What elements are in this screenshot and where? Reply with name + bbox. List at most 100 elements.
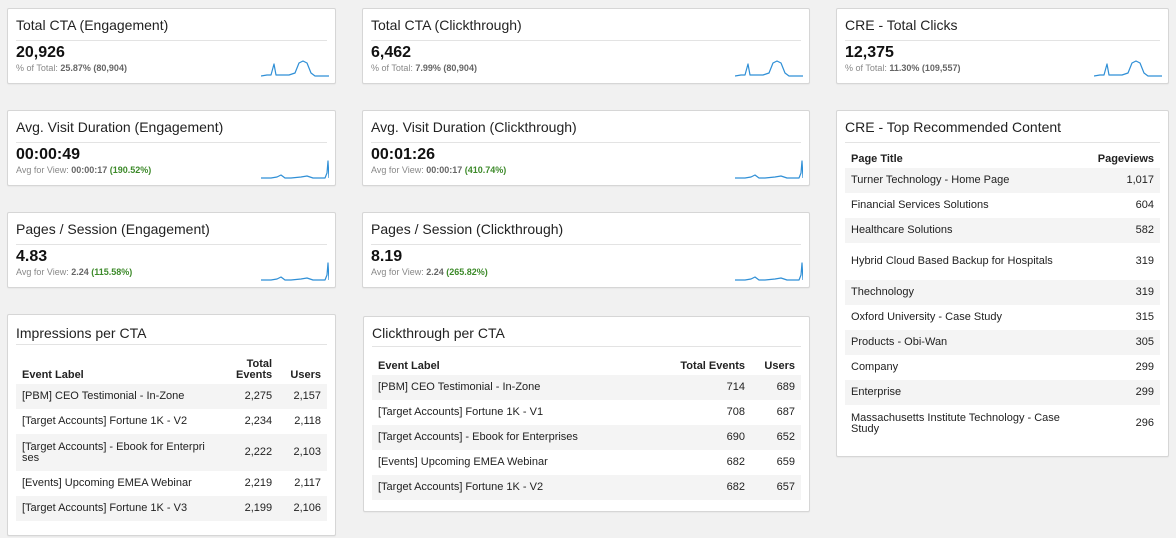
cell-users: 657 (751, 475, 801, 500)
scorecard-avg-visit-duration-engagement: Avg. Visit Duration (Engagement) 00:00:4… (7, 110, 336, 186)
table-row: [Events] Upcoming EMEA Webinar 682 659 (372, 450, 801, 475)
clickthrough-table: Event Label Total Events Users [PBM] CEO… (372, 357, 801, 500)
sparkline-chart (261, 60, 329, 77)
scorecard-subtext: % of Total: 11.30% (109,557) (845, 63, 961, 73)
cell-users: 2,103 (278, 434, 327, 471)
scorecard-total-cta-engagement: Total CTA (Engagement) 20,926 % of Total… (7, 8, 336, 84)
top-content-table: Page Title Pageviews Turner Technology -… (845, 152, 1160, 442)
divider (16, 344, 327, 345)
cell-users: 2,157 (278, 384, 327, 409)
cell-total-events: 714 (651, 375, 751, 400)
cell-page-title: Enterprise (845, 380, 1074, 405)
table-row: [Target Accounts] Fortune 1K - V3 2,199 … (16, 496, 327, 521)
column-header-total-events[interactable]: Total Events (680, 360, 745, 372)
cell-users: 2,118 (294, 415, 321, 427)
table-row: Company 299 (845, 355, 1160, 380)
scorecard-title: CRE - Total Clicks (845, 17, 958, 33)
column-header-page-title[interactable]: Page Title (851, 153, 903, 165)
table-row: Healthcare Solutions 582 (845, 218, 1160, 243)
cell-users: 659 (776, 456, 795, 468)
scorecard-pages-session-clickthrough: Pages / Session (Clickthrough) 8.19 Avg … (362, 212, 810, 288)
column-header-pageviews[interactable]: Pageviews (1097, 153, 1154, 165)
scorecard-value: 20,926 (16, 44, 65, 61)
divider (16, 142, 327, 143)
scorecard-value: 12,375 (845, 44, 894, 61)
scorecard-title: Avg. Visit Duration (Engagement) (16, 119, 224, 135)
scorecard-subtext: Avg for View: 2.24 (115.58%) (16, 267, 133, 277)
scorecard-value: 6,462 (371, 44, 412, 61)
cell-page-title: Products - Obi-Wan (845, 330, 1074, 355)
cell-event-label: [Events] Upcoming EMEA Webinar (378, 456, 548, 468)
cell-total-events: 2,219 (244, 477, 273, 489)
cell-users: 2,106 (278, 496, 327, 521)
cell-event-label: [Target Accounts] Fortune 1K - V2 (372, 475, 651, 500)
cell-total-events: 2,199 (215, 496, 279, 521)
cell-page-title: Massachusetts Institute Technology - Cas… (851, 411, 1060, 435)
scorecard-title: Avg. Visit Duration (Clickthrough) (371, 119, 577, 135)
table-row: Hybrid Cloud Based Backup for Hospitals … (845, 243, 1160, 280)
sparkline-chart (1094, 60, 1162, 77)
table-row: [PBM] CEO Testimonial - In-Zone 714 689 (372, 375, 801, 400)
cell-event-label: [PBM] CEO Testimonial - In-Zone (16, 384, 216, 409)
scorecard-subtext: Avg for View: 2.24 (265.82%) (371, 267, 488, 277)
divider (845, 142, 1160, 143)
divider (16, 40, 327, 41)
cell-pageviews: 319 (1073, 280, 1160, 305)
sparkline-chart (735, 160, 803, 179)
sparkline-chart (735, 60, 803, 77)
scorecard-title: Pages / Session (Engagement) (16, 221, 210, 237)
table-row: Enterprise 299 (845, 380, 1160, 405)
widget-title: CRE - Top Recommended Content (845, 119, 1062, 135)
divider (845, 40, 1160, 41)
cell-total-events: 2,275 (215, 384, 279, 409)
cell-page-title: Hybrid Cloud Based Backup for Hospitals (851, 255, 1053, 267)
widget-title: Impressions per CTA (16, 325, 147, 341)
column-header-event-label[interactable]: Event Label (378, 360, 440, 372)
impressions-per-cta-widget: Impressions per CTA Event Label Total Ev… (7, 314, 336, 536)
divider (16, 244, 327, 245)
divider (371, 244, 801, 245)
cell-total-events: 708 (726, 406, 745, 418)
cell-event-label: [Target Accounts] - Ebook for Enterprise… (16, 434, 216, 471)
cell-page-title: Healthcare Solutions (845, 218, 1074, 243)
column-header-users[interactable]: Users (764, 360, 795, 372)
cell-total-events: 2,222 (215, 434, 279, 471)
cell-total-events: 682 (726, 456, 745, 468)
cell-pageviews: 299 (1135, 361, 1154, 373)
cell-pageviews: 582 (1073, 218, 1160, 243)
table-row: [PBM] CEO Testimonial - In-Zone 2,275 2,… (16, 384, 327, 409)
scorecard-cre-total-clicks: CRE - Total Clicks 12,375 % of Total: 11… (836, 8, 1169, 84)
cell-pageviews: 315 (1135, 311, 1154, 323)
cell-page-title: Oxford University - Case Study (851, 311, 1002, 323)
table-row: [Target Accounts] Fortune 1K - V2 2,234 … (16, 409, 327, 434)
sparkline-path (735, 262, 803, 281)
table-row: Thechnology 319 (845, 280, 1160, 305)
cell-page-title: Company (851, 361, 899, 373)
table-row: Oxford University - Case Study 315 (845, 305, 1160, 330)
scorecard-value: 4.83 (16, 248, 48, 265)
cell-event-label: [Target Accounts] Fortune 1K - V1 (378, 406, 544, 418)
cell-pageviews: 305 (1073, 330, 1160, 355)
scorecard-subtext: Avg for View: 00:00:17 (410.74%) (371, 165, 507, 175)
cell-event-label: [Target Accounts] - Ebook for Enterprise… (372, 425, 651, 450)
cell-event-label: [Target Accounts] Fortune 1K - V3 (16, 496, 216, 521)
cell-pageviews: 299 (1073, 380, 1160, 405)
sparkline-path (735, 160, 803, 179)
sparkline-path (261, 160, 329, 179)
widget-title: Clickthrough per CTA (372, 325, 505, 341)
scorecard-subtext: Avg for View: 00:00:17 (190.52%) (16, 165, 152, 175)
scorecard-subtext: % of Total: 25.87% (80,904) (16, 63, 127, 73)
table-row: Turner Technology - Home Page 1,017 (845, 168, 1160, 193)
column-header-event-label[interactable]: Event Label (22, 369, 84, 381)
table-row: [Target Accounts] - Ebook for Enterprise… (372, 425, 801, 450)
table-row: [Events] Upcoming EMEA Webinar 2,219 2,1… (16, 471, 327, 496)
cell-event-label: [Target Accounts] Fortune 1K - V2 (22, 415, 188, 427)
column-header-users[interactable]: Users (290, 369, 321, 381)
cell-total-events: 690 (651, 425, 751, 450)
sparkline-path (261, 262, 329, 281)
table-row: Massachusetts Institute Technology - Cas… (845, 405, 1160, 442)
table-row: [Target Accounts] - Ebook for Enterprise… (16, 434, 327, 471)
scorecard-value: 00:00:49 (16, 146, 81, 163)
cell-page-title: Financial Services Solutions (851, 199, 989, 211)
column-header-total-events[interactable]: Total Events (236, 358, 273, 381)
